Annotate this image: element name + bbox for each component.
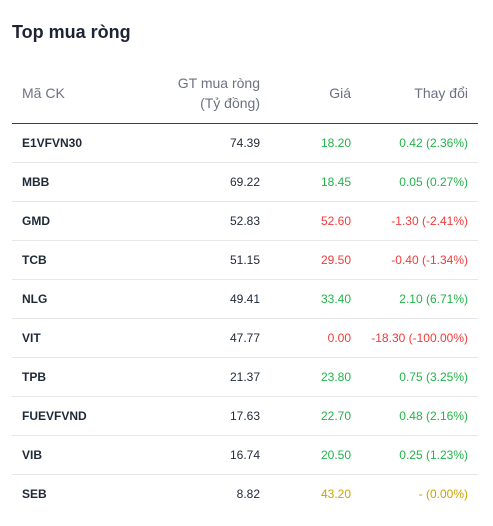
- symbol-cell[interactable]: VIB: [12, 435, 148, 475]
- price-cell: 29.50: [260, 240, 353, 280]
- symbol-cell[interactable]: MBB: [12, 162, 148, 202]
- table-row[interactable]: MBB 69.22 18.45 0.05 (0.27%): [12, 162, 478, 202]
- table-row[interactable]: GMD 52.83 52.60 -1.30 (-2.41%): [12, 201, 478, 241]
- symbol-cell[interactable]: FUEVFVND: [12, 396, 148, 436]
- net-buy-value-cell: 21.37: [148, 357, 260, 397]
- net-buy-value-cell: 47.77: [148, 318, 260, 358]
- symbol-cell[interactable]: SEB: [22, 487, 47, 501]
- header-net-buy-value-line1: GT mua ròng: [177, 74, 260, 91]
- net-buy-value-cell: 8.82: [236, 487, 260, 501]
- change-cell: 0.05 (0.27%): [353, 162, 478, 202]
- net-buy-value-cell: 16.74: [148, 435, 260, 475]
- table-row[interactable]: SEB 8.82 43.20 - (0.00%): [12, 475, 478, 514]
- net-buy-value-cell: 17.63: [148, 396, 260, 436]
- symbol-cell[interactable]: GMD: [12, 201, 148, 241]
- net-buy-value-cell: 49.41: [148, 279, 260, 319]
- change-cell: -0.40 (-1.34%): [353, 240, 478, 280]
- price-cell: 23.80: [260, 357, 353, 397]
- header-change: Thay đổi: [353, 62, 478, 124]
- table-body: E1VFVN30 74.39 18.20 0.42 (2.36%) MBB 69.22 18…: [12, 123, 478, 514]
- header-symbol: Mã CK: [12, 62, 148, 124]
- header-net-buy-value-line2: (Tỷ đồng): [200, 94, 260, 111]
- table-row[interactable]: VIT 47.77 0.00 -18.30 (-100.00%): [12, 318, 478, 358]
- change-cell: 0.75 (3.25%): [353, 357, 478, 397]
- table-row[interactable]: FUEVFVND 17.63 22.70 0.48 (2.16%): [12, 396, 478, 436]
- symbol-cell[interactable]: VIT: [12, 318, 148, 358]
- symbol-cell[interactable]: TPB: [12, 357, 148, 397]
- change-cell: 2.10 (6.71%): [353, 279, 478, 319]
- table-row[interactable]: TCB 51.15 29.50 -0.40 (-1.34%): [12, 240, 478, 280]
- change-cell: 0.25 (1.23%): [353, 435, 478, 475]
- net-buy-value-cell: 74.39: [148, 123, 260, 163]
- table-row[interactable]: VIB 16.74 20.50 0.25 (1.23%): [12, 435, 478, 475]
- symbol-cell[interactable]: E1VFVN30: [12, 123, 148, 163]
- widget-title: Top mua ròng: [12, 22, 131, 42]
- table-row[interactable]: E1VFVN30 74.39 18.20 0.42 (2.36%): [12, 123, 478, 163]
- price-cell: 20.50: [260, 435, 353, 475]
- change-cell: 0.48 (2.16%): [353, 396, 478, 436]
- table-header: Mã CK GT mua ròng (Tỷ đồng) Giá Thay đổi: [12, 62, 478, 124]
- price-cell: 0.00: [260, 318, 353, 358]
- change-cell: -18.30 (-100.00%): [353, 318, 478, 358]
- change-cell: - (0.00%): [418, 487, 468, 501]
- header-price: Giá: [260, 62, 353, 124]
- price-cell: 18.20: [260, 123, 353, 163]
- net-buy-value-cell: 69.22: [148, 162, 260, 202]
- header-net-buy-value: GT mua ròng (Tỷ đồng): [148, 62, 260, 124]
- net-buy-value-cell: 51.15: [148, 240, 260, 280]
- price-cell: 18.45: [260, 162, 353, 202]
- price-cell: 33.40: [260, 279, 353, 319]
- table-row[interactable]: NLG 49.41 33.40 2.10 (6.71%): [12, 279, 478, 319]
- symbol-cell[interactable]: TCB: [12, 240, 148, 280]
- price-cell: 22.70: [260, 396, 353, 436]
- price-cell: 52.60: [260, 201, 353, 241]
- table-row[interactable]: TPB 21.37 23.80 0.75 (3.25%): [12, 357, 478, 397]
- change-cell: -1.30 (-2.41%): [353, 201, 478, 241]
- price-cell: 43.20: [320, 487, 351, 501]
- change-cell: 0.42 (2.36%): [353, 123, 478, 163]
- net-buy-table: Mã CK GT mua ròng (Tỷ đồng) Giá Thay đổi…: [12, 62, 478, 513]
- symbol-cell[interactable]: NLG: [12, 279, 148, 319]
- net-buy-value-cell: 52.83: [148, 201, 260, 241]
